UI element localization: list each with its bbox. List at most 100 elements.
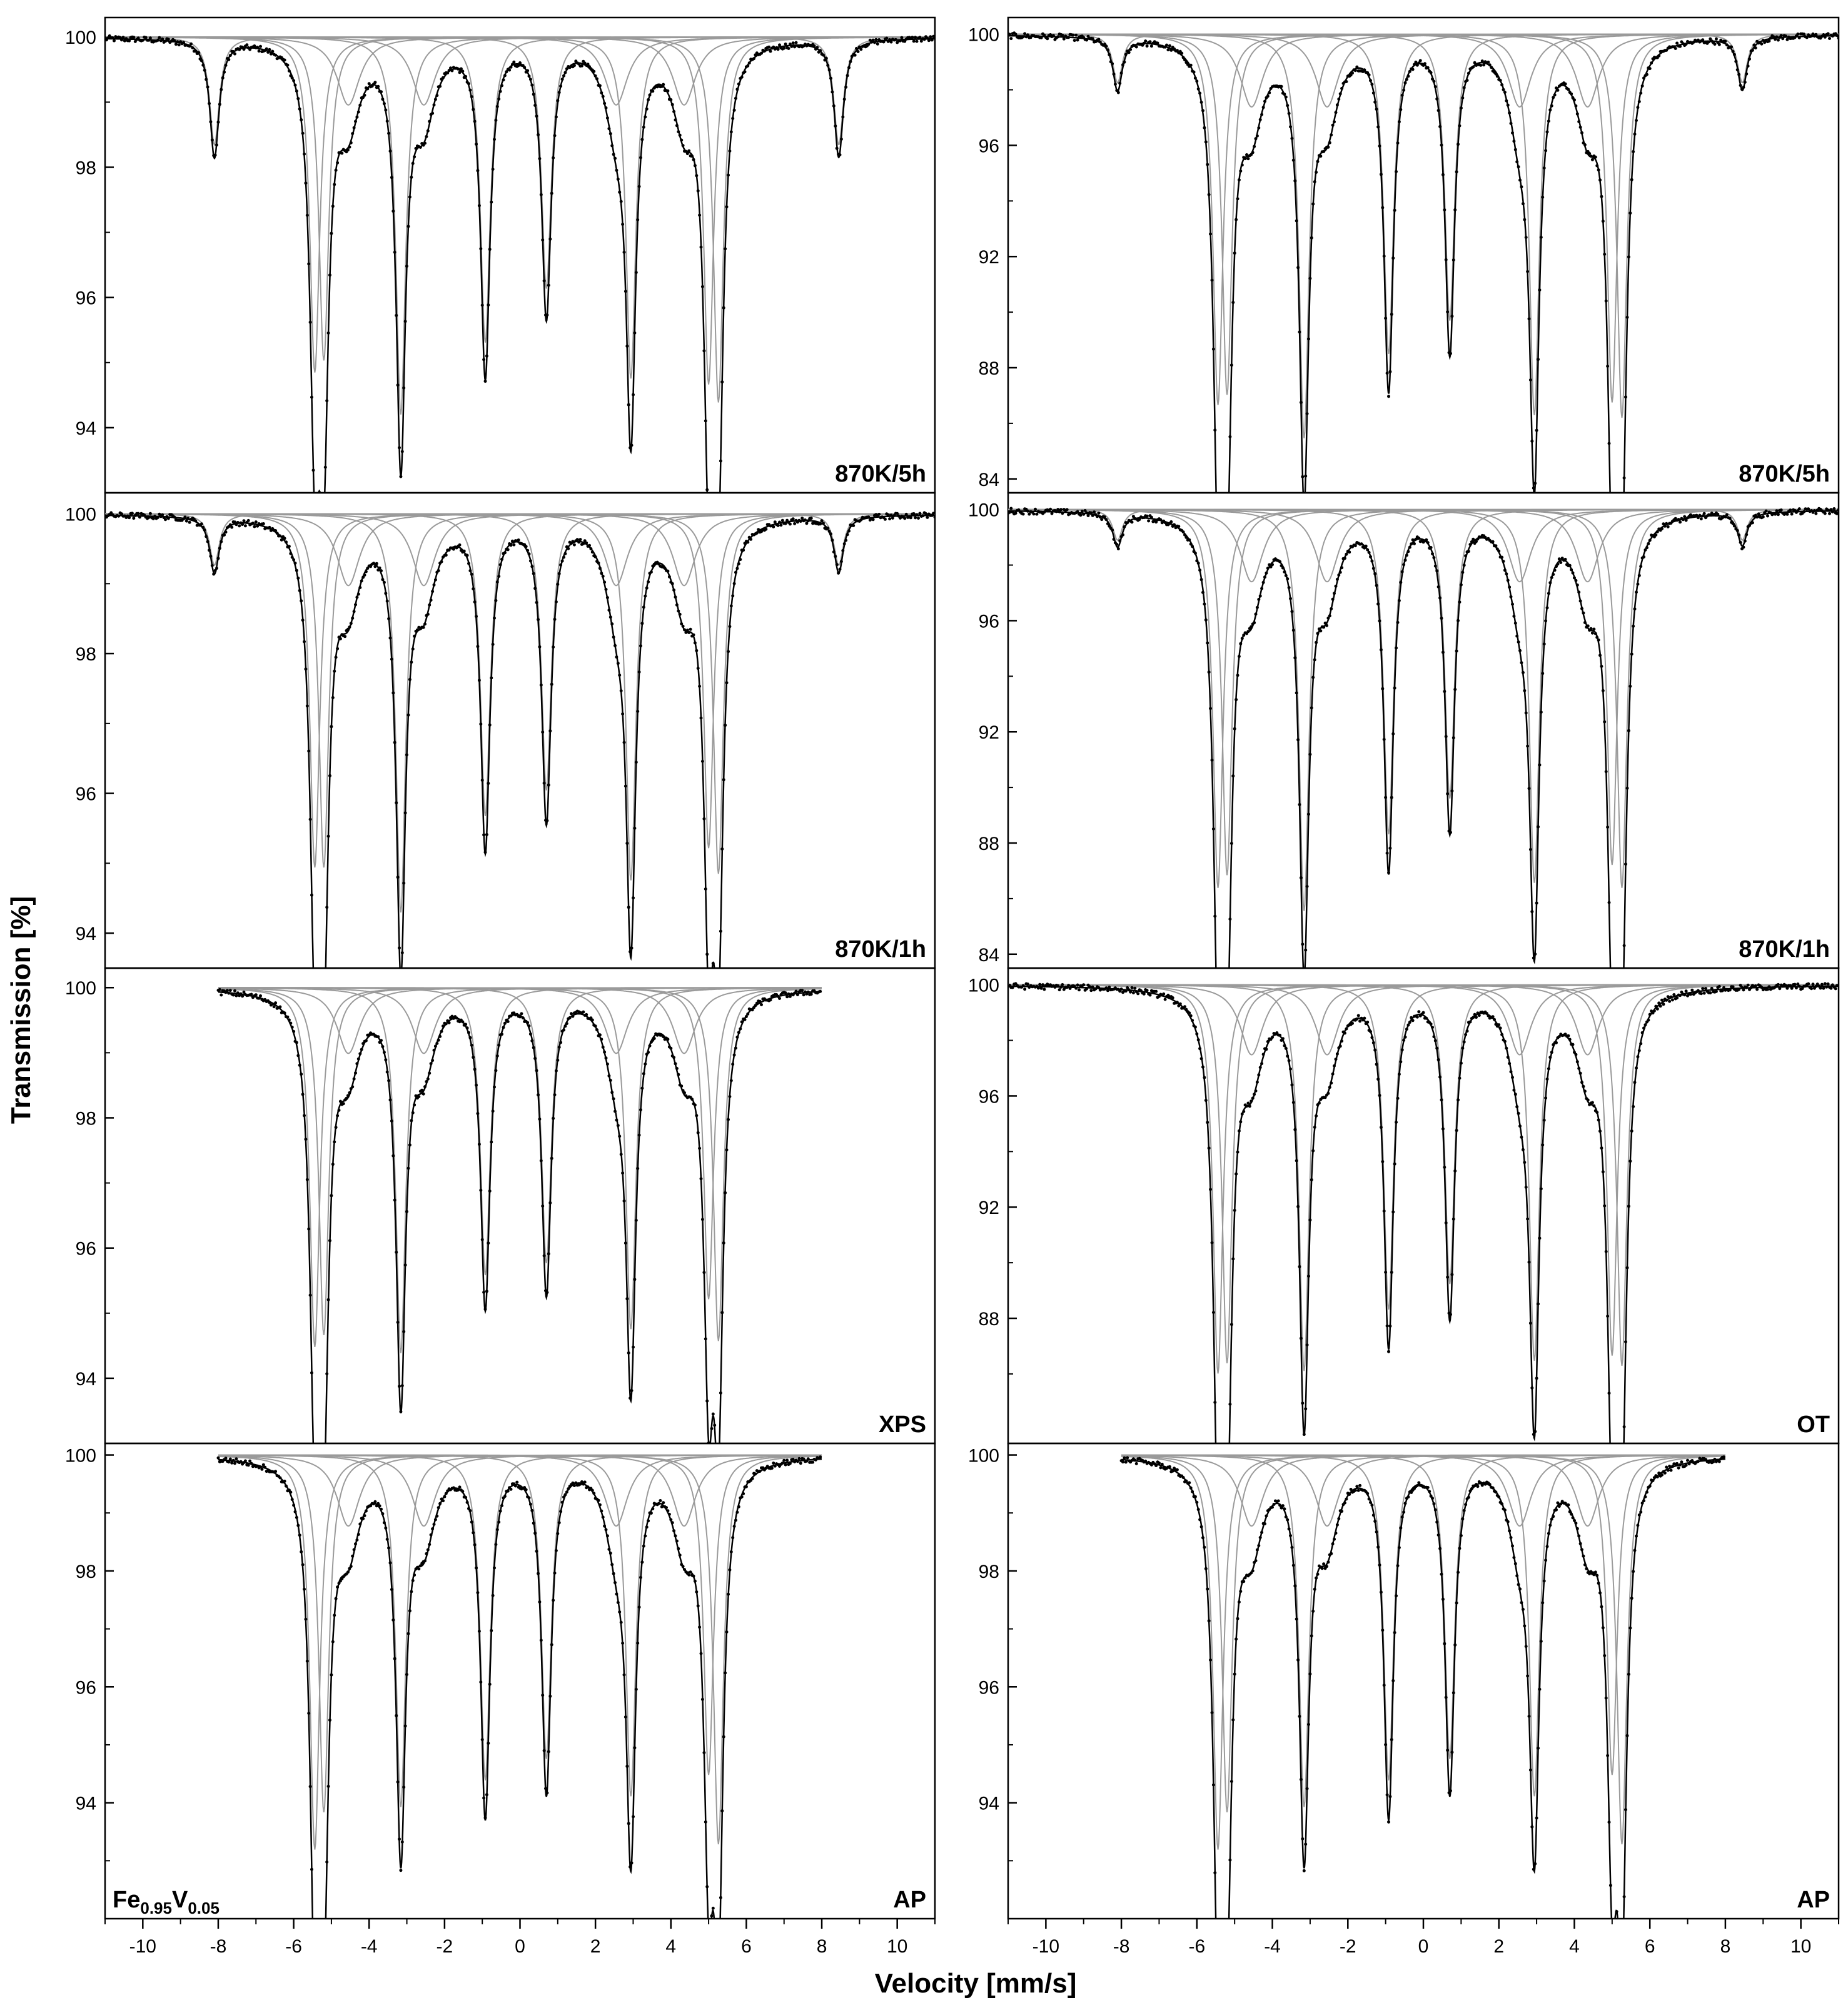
x-tick-label: -2 [437,1936,453,1957]
y-tick-label: 94 [76,1369,96,1390]
y-tick-label: 96 [76,784,96,805]
y-tick-label: 92 [979,247,999,268]
subspectrum-line [1008,984,1839,1056]
subspectrum-line [1008,984,1839,1361]
subspectrum-line [105,513,935,913]
subspectrum-line [1008,984,1839,1374]
y-tick-label: 92 [979,1198,999,1218]
x-tick-label: -4 [361,1936,378,1957]
subspectrum-line [1008,984,1839,1056]
subspectrum-line [1008,508,1839,883]
x-tick-label: -10 [1033,1936,1059,1957]
subspectrum-line [105,513,935,881]
y-tick-label: 94 [76,924,96,944]
subspectrum-line [105,36,935,373]
subspectrum-line [105,513,935,816]
subspectrum-line [1121,1454,1725,1527]
y-tick-label: 96 [979,136,999,156]
subspectrum-line [1008,33,1839,416]
data-points [216,1455,822,1917]
panel-label: 870K/1h [1739,936,1830,962]
subspectrum-line [105,36,935,379]
subspectrum-line [1008,508,1839,866]
subspectrum-line [1121,1454,1725,1527]
y-tick-label: 88 [979,834,999,854]
x-tick-label: 4 [1569,1936,1580,1957]
panel-2: 84 88 92 96 100 870K/5h [968,16,1840,494]
plot-frame [104,967,936,1445]
x-tick-label: 4 [665,1936,676,1957]
subspectrum-line [1008,33,1839,418]
subspectrum-line [1008,33,1839,438]
y-tick-label: 100 [968,1446,999,1467]
y-tick-label: 96 [979,1086,999,1107]
data-points [216,987,822,1443]
subspectrum-line [1121,1454,1725,1527]
subspectrum-line [1008,508,1839,888]
y-tick-label: 88 [979,1309,999,1330]
subspectrum-line [1008,33,1839,321]
subspectrum-line [1008,984,1839,1056]
plot-frame [1007,1442,1840,1920]
subspectrum-line [105,513,935,849]
subspectrum-line [105,36,935,403]
y-tick-label: 100 [65,28,96,48]
y-tick-label: 100 [968,25,999,46]
subspectrum-line [1121,1454,1725,1850]
subspectrum-line [1008,984,1839,1310]
subspectrum-line [218,987,822,1054]
fit-line [105,38,935,493]
subspectrum-line [1008,984,1839,1056]
panel-6: 88 92 96 100 OT [968,967,1840,1445]
panel-label: 870K/5h [1739,461,1830,487]
fit-line [105,514,935,968]
panel-1: 94 96 98 100 870K/5h [65,16,936,494]
data-points [105,34,935,493]
y-tick-label: 98 [979,1562,999,1582]
subspectrum-line [1008,33,1839,108]
y-tick-label: 100 [65,1446,96,1467]
panel-8: 94 96 98 100 -10 -8 -6 -4 -2 0 2 4 6 8 10 AP [968,1442,1840,1957]
subspectrum-line [218,987,822,1054]
subspectrum-line [105,36,935,106]
subspectrum-line [105,513,935,874]
y-tick-label: 94 [979,1794,999,1814]
y-tick-label: 94 [76,1794,96,1814]
subspectrum-line [1008,984,1839,1356]
panel-3: 94 96 98 100 870K/1h [65,492,936,969]
y-tick-label: 94 [76,418,96,439]
x-tick-label: -4 [1264,1936,1281,1957]
subspectrum-line [218,1454,822,1850]
y-tick-label: 96 [979,1677,999,1698]
y-tick-label: 98 [76,158,96,178]
plot-frame [104,492,936,969]
x-tick-label: 2 [590,1936,601,1957]
y-tick-label: 96 [76,1239,96,1260]
x-tick-label: -2 [1340,1936,1356,1957]
panel-label: AP [1797,1887,1830,1913]
x-axis-label: Velocity [mm/s] [875,1968,1077,1999]
x-tick-label: 0 [515,1936,525,1957]
x-tick-label: 6 [741,1936,752,1957]
y-tick-label: 100 [968,500,999,521]
subspectrum-line [1121,1454,1725,1527]
subspectrum-line [218,987,822,1054]
y-tick-label: 84 [979,470,999,490]
data-points [1119,1455,1726,1919]
x-tick-label: -10 [129,1936,156,1957]
subspectrum-line [105,36,935,106]
panel-label: XPS [879,1412,926,1438]
subspectrum-line [105,513,935,868]
subspectrum-line [105,513,935,587]
panel-label: 870K/1h [835,936,926,962]
y-tick-label: 98 [76,1562,96,1582]
subspectrum-line [1008,508,1839,799]
data-points [1008,31,1839,490]
subspectrum-line [105,36,935,361]
subspectrum-line [1008,508,1839,583]
subspectrum-line [105,36,935,343]
subspectrum-line [1008,508,1839,911]
fit-line [218,1458,822,1919]
